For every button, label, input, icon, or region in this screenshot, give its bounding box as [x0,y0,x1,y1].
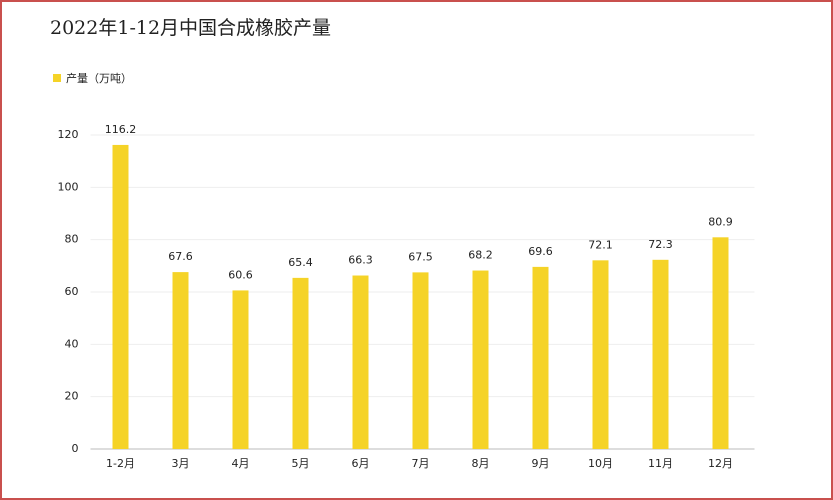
bar [232,290,249,449]
value-label: 69.6 [528,245,553,258]
bar [472,270,489,449]
bar [172,272,189,449]
value-label: 72.3 [648,238,673,251]
x-tick-label: 4月 [232,457,250,470]
x-tick-label: 10月 [588,457,613,470]
x-tick-label: 3月 [172,457,190,470]
value-label: 116.2 [105,123,137,136]
bar [712,237,729,449]
x-tick-label: 6月 [352,457,370,470]
legend-swatch [53,74,61,82]
x-tick-label: 1-2月 [106,457,135,470]
y-tick-label: 40 [65,337,79,350]
value-label: 66.3 [348,254,373,267]
bar [292,277,309,449]
bar [352,275,369,449]
value-label: 80.9 [708,215,733,228]
x-tick-label: 7月 [412,457,430,470]
bar [412,272,429,449]
value-label: 67.6 [168,250,193,263]
legend-label: 产量（万吨） [66,71,132,85]
bar [532,266,549,449]
bar [652,259,669,449]
x-tick-label: 8月 [472,457,490,470]
value-label: 67.5 [408,250,433,263]
y-tick-label: 120 [58,128,79,141]
value-label: 72.1 [588,238,613,251]
x-tick-label: 11月 [648,457,673,470]
x-tick-label: 12月 [708,457,733,470]
bar [112,144,129,449]
value-label: 68.2 [468,249,493,262]
y-tick-label: 60 [65,285,79,298]
x-tick-label: 9月 [532,457,550,470]
bar [592,260,609,449]
value-label: 60.6 [228,268,253,281]
chart-title: 2022年1-12月中国合成橡胶产量 [50,17,331,39]
y-tick-label: 20 [65,390,79,403]
y-tick-label: 100 [58,180,79,193]
y-tick-label: 0 [72,442,79,455]
value-label: 65.4 [288,256,313,269]
x-tick-label: 5月 [292,457,310,470]
y-tick-label: 80 [65,233,79,246]
